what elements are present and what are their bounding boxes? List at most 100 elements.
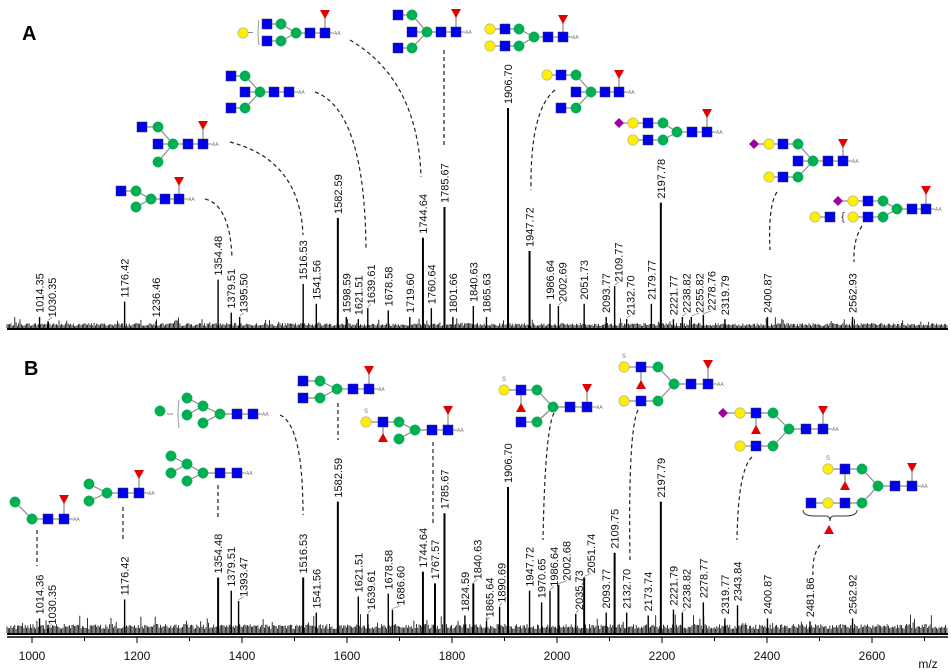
glycan-structure: AA — [484, 15, 579, 52]
peak-label: 2400.87 — [763, 273, 775, 313]
glcnac-square-icon — [777, 138, 789, 150]
sulfate-label: S — [502, 377, 506, 383]
peak-label: 2109.75 — [610, 509, 622, 549]
glcnac-square-icon — [363, 383, 375, 395]
annotation-leaders — [36, 39, 863, 576]
glcnac-square-icon — [824, 211, 836, 223]
galactose-circle-icon — [627, 134, 639, 146]
glcnac-square-icon — [392, 9, 404, 21]
glcnac-square-icon — [283, 86, 295, 98]
x-tick-label: 2200 — [649, 649, 676, 663]
glcnac-square-icon — [499, 40, 511, 52]
aglycone-label: AA — [717, 382, 724, 388]
fucose-triangle-up-icon — [636, 380, 646, 389]
glycan-structure: AA — [237, 10, 341, 47]
label-leader — [558, 580, 567, 585]
aglycone-label: AA — [457, 428, 464, 434]
peak-label: 2035.73 — [574, 570, 586, 610]
mannose-circle-icon — [668, 378, 680, 390]
noise-a — [6, 317, 948, 328]
mannose-circle-icon — [657, 117, 669, 129]
baseline-noise — [6, 317, 948, 635]
glcnac-square-icon — [613, 86, 625, 98]
galactose-circle-icon — [822, 463, 834, 475]
fucose-triangle-up-icon — [751, 425, 761, 434]
aglycone-label: AA — [921, 484, 928, 490]
glycan-structure: AA S — [618, 354, 724, 407]
peak-label: 2173.74 — [643, 572, 655, 612]
peak-label: 1906.70 — [503, 64, 515, 104]
glycan-structure: AA — [749, 138, 859, 183]
peak-label: 2238.82 — [681, 273, 693, 313]
mannose-circle-icon — [181, 392, 193, 404]
label-leader — [614, 281, 619, 286]
brace — [802, 509, 858, 522]
glcnac-square-icon — [889, 480, 901, 492]
bracket — [177, 399, 180, 429]
galactose-circle-icon — [618, 395, 630, 407]
peak-label: 1744.64 — [418, 194, 430, 234]
mannose-circle-icon — [513, 23, 525, 35]
sialic-acid-diamond-icon — [749, 139, 759, 149]
sialic-acid-diamond-icon — [718, 408, 728, 418]
label-leader — [575, 609, 579, 614]
mannose-circle-icon — [275, 18, 287, 30]
mannose-circle-icon — [393, 416, 405, 428]
mannose-circle-icon — [314, 392, 326, 404]
glcnac-square-icon — [839, 463, 851, 475]
sulfate-label: S — [364, 409, 368, 415]
glcnac-square-icon — [261, 18, 273, 30]
glcnac-square-icon — [906, 480, 918, 492]
galactose-circle-icon — [847, 211, 859, 223]
mannose-circle-icon — [314, 375, 326, 387]
mannose-circle-icon — [783, 423, 795, 435]
leader-line — [629, 409, 639, 561]
peak-label: 1785.67 — [440, 163, 452, 203]
glcnac-square-icon — [862, 195, 874, 207]
mannose-circle-icon — [197, 417, 209, 429]
peak-label: 1865.64 — [485, 578, 497, 618]
mannose-circle-icon — [513, 40, 525, 52]
fucose-triangle-icon — [582, 384, 592, 393]
label-leader — [682, 608, 687, 612]
mannose-circle-icon — [409, 424, 421, 436]
glycan-structure: AA — [9, 495, 80, 525]
glcnac-square-icon — [406, 26, 418, 38]
glcnac-square-icon — [197, 138, 209, 150]
mannose-circle-icon — [154, 405, 166, 417]
peak-label: 1986.64 — [549, 547, 561, 587]
mannose-circle-icon — [239, 102, 251, 114]
mannose-circle-icon — [214, 408, 226, 420]
peak-label: 1986.64 — [545, 260, 557, 300]
galactose-circle-icon — [484, 40, 496, 52]
label-leader — [367, 303, 372, 308]
fucose-triangle-icon — [443, 406, 453, 415]
mannose-circle-icon — [652, 361, 664, 373]
peak-label: 1354.48 — [213, 534, 225, 574]
mannose-circle-icon — [197, 400, 209, 412]
x-tick-label: 1200 — [124, 649, 151, 663]
galactose-circle-icon — [618, 361, 630, 373]
sulfate-label: S — [622, 354, 626, 360]
mannose-circle-icon — [877, 211, 889, 223]
mannose-circle-icon — [393, 433, 405, 445]
leader-line — [736, 456, 753, 541]
galactose-circle-icon — [847, 195, 859, 207]
peak-label: 2255.82 — [694, 273, 706, 313]
glcnac-square-icon — [117, 487, 129, 499]
mannose-circle-icon — [531, 416, 543, 428]
peak-label: 2051.73 — [579, 260, 591, 300]
glcnac-square-icon — [750, 440, 762, 452]
glcnac-square-icon — [555, 102, 567, 114]
peak-label: 1840.63 — [472, 540, 484, 580]
glcnac-square-icon — [347, 383, 359, 395]
peak-label: 1354.48 — [213, 236, 225, 276]
leader-line — [542, 412, 555, 541]
peak-label: 1890.69 — [497, 563, 509, 603]
fucose-triangle-up-icon — [824, 525, 834, 534]
peak-labels: 1014.35 1030.35 1176.42 1236.461354.481379.… — [35, 64, 860, 628]
leader-line — [349, 39, 422, 178]
glycan-structure: AA — [392, 9, 472, 54]
glcnac-square-icon — [685, 378, 697, 390]
